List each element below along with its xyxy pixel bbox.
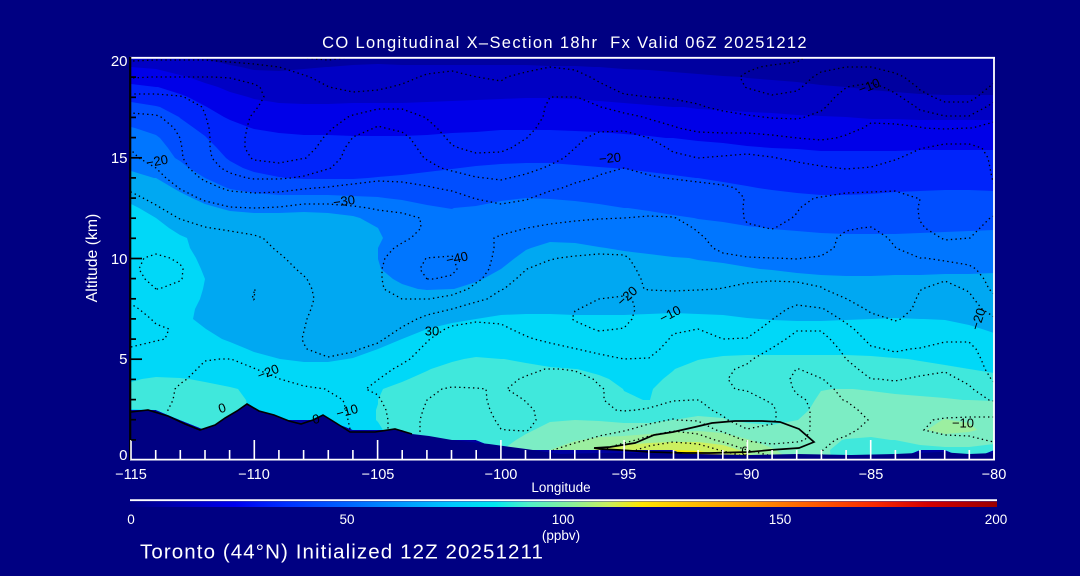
svg-text:0: 0 — [127, 512, 135, 527]
svg-text:−100: −100 — [485, 467, 518, 483]
svg-text:−90: −90 — [735, 467, 760, 483]
svg-text:Longitude: Longitude — [531, 480, 590, 495]
svg-text:−10: −10 — [334, 401, 359, 421]
svg-text:30: 30 — [425, 324, 439, 339]
svg-text:Toronto (44°N) Initialized 12Z: Toronto (44°N) Initialized 12Z 20251211 — [140, 541, 544, 564]
svg-text:5: 5 — [119, 351, 127, 368]
svg-text:−115: −115 — [115, 467, 147, 483]
svg-text:0: 0 — [119, 447, 127, 464]
svg-text:200: 200 — [985, 512, 1008, 527]
svg-text:(ppbv): (ppbv) — [542, 528, 580, 543]
svg-text:−80: −80 — [982, 467, 1007, 483]
svg-text:Altitude (km): Altitude (km) — [84, 214, 101, 303]
svg-text:−10: −10 — [952, 416, 974, 431]
svg-text:0: 0 — [311, 411, 321, 427]
svg-text:−30: −30 — [332, 192, 356, 210]
svg-text:−20: −20 — [598, 150, 621, 167]
svg-text:−110: −110 — [238, 467, 270, 483]
svg-text:−20: −20 — [145, 152, 169, 171]
svg-text:150: 150 — [769, 512, 792, 527]
svg-text:100: 100 — [552, 512, 575, 527]
svg-text:−85: −85 — [859, 467, 884, 483]
svg-text:−95: −95 — [612, 467, 637, 483]
svg-text:−105: −105 — [362, 467, 395, 483]
svg-text:20: 20 — [111, 53, 128, 70]
svg-text:0: 0 — [216, 400, 228, 417]
svg-text:15: 15 — [111, 150, 128, 167]
svg-text:−40: −40 — [445, 248, 470, 267]
svg-text:50: 50 — [339, 512, 354, 527]
svg-text:0: 0 — [741, 444, 748, 459]
svg-text:−20: −20 — [967, 306, 988, 332]
svg-text:CO Longitudinal X–Section 18hr: CO Longitudinal X–Section 18hr Fx Valid … — [322, 34, 808, 52]
svg-text:10: 10 — [111, 251, 128, 268]
